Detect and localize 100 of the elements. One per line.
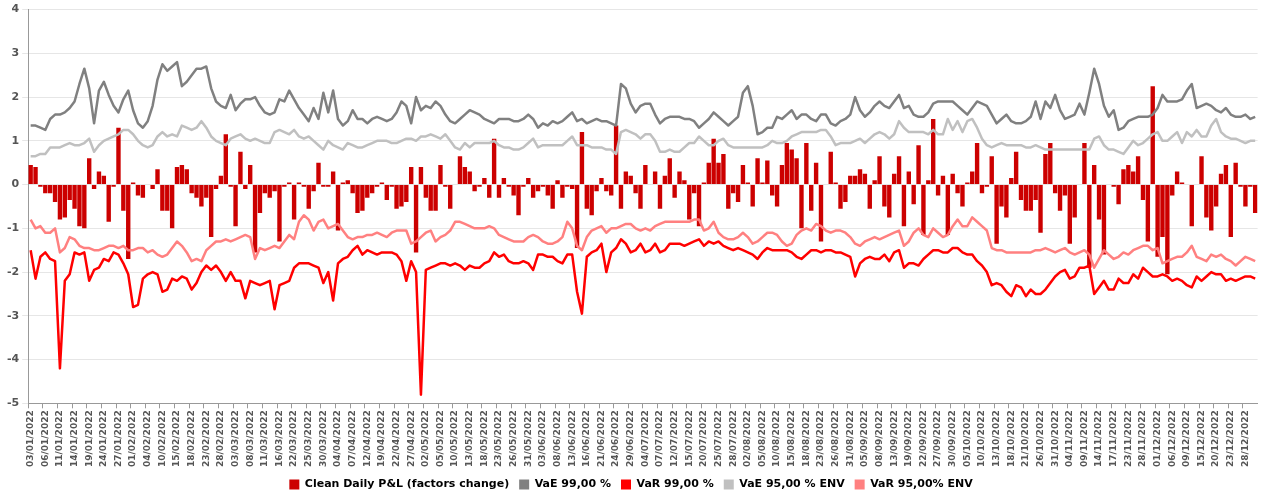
bar: [901, 185, 907, 227]
x-tick-label: 28/02/2022: [215, 410, 226, 467]
x-tick-label: 04/11/2022: [1064, 410, 1075, 467]
bar: [482, 178, 487, 185]
bar: [1252, 185, 1258, 214]
bar: [921, 185, 926, 235]
x-tick-label: 02/08/2022: [742, 410, 753, 467]
bar: [906, 171, 911, 185]
x-tick-label: 15/02/2022: [171, 410, 182, 467]
bar: [238, 151, 243, 185]
x-tick-label: 07/07/2022: [654, 410, 665, 467]
x-tick-label: 05/09/2022: [859, 410, 870, 467]
bar: [857, 169, 863, 185]
bar: [438, 164, 443, 185]
bar: [911, 185, 916, 205]
x-tick-label: 23/11/2022: [1122, 410, 1133, 467]
bar: [1082, 143, 1087, 185]
legend-label: VaR 99,00 %: [636, 477, 714, 491]
bar: [530, 185, 536, 198]
x-tick-label: 13/05/2022: [464, 410, 475, 467]
x-tick-label: 15/07/2022: [683, 410, 694, 467]
x-tick-label: 31/10/2022: [1049, 410, 1060, 467]
bar: [604, 185, 609, 192]
x-tick-label: 19/04/2022: [376, 410, 387, 467]
y-tick-label: -4: [6, 352, 20, 366]
bar: [550, 185, 555, 209]
x-tick-label: 10/08/2022: [771, 410, 782, 467]
x-tick-label: 20/12/2022: [1210, 410, 1221, 467]
x-tick-label: 05/10/2022: [961, 410, 972, 467]
bar: [33, 167, 38, 185]
x-tick-label: 06/01/2022: [39, 410, 50, 467]
x-tick-label: 06/12/2022: [1166, 410, 1177, 467]
bar: [896, 156, 902, 185]
bar: [1174, 171, 1180, 185]
bar: [1199, 156, 1204, 185]
x-tick-label: 16/03/2022: [273, 410, 284, 467]
x-tick-label: 12/07/2022: [668, 410, 679, 467]
x-tick-label: 25/07/2022: [712, 410, 723, 467]
y-tick-label: 2: [11, 89, 20, 103]
x-tick-label: 28/12/2022: [1239, 410, 1250, 467]
bar: [1135, 156, 1141, 185]
x-tick-label: 27/01/2022: [112, 410, 123, 467]
x-tick-label: 13/09/2022: [888, 410, 899, 467]
bar: [169, 185, 175, 229]
x-tick-label: 19/01/2022: [83, 410, 94, 467]
x-tick-label: 28/07/2022: [727, 410, 738, 467]
x-tick-label: 09/11/2022: [1078, 410, 1089, 467]
bar: [1145, 185, 1151, 242]
y-tick-label: 4: [11, 2, 20, 16]
x-tick-label: 13/06/2022: [566, 410, 577, 467]
x-tick-label: 05/08/2022: [756, 410, 767, 467]
legend-label: VaR 95,00% ENV: [870, 477, 974, 491]
bar: [667, 158, 672, 185]
y-tick-label: -2: [6, 264, 20, 278]
x-tick-label: 30/09/2022: [947, 410, 958, 467]
x-tick-label: 10/10/2022: [976, 410, 987, 467]
x-tick-label: 03/06/2022: [537, 410, 548, 467]
bar: [1228, 185, 1233, 238]
x-tick-label: 22/09/2022: [917, 410, 928, 467]
x-tick-label: 22/04/2022: [390, 410, 401, 467]
x-tick-label: 16/06/2022: [581, 410, 592, 467]
x-tick-label: 26/08/2022: [829, 410, 840, 467]
bar: [467, 171, 472, 185]
bar: [599, 178, 604, 185]
bar: [179, 164, 185, 185]
bar: [408, 167, 414, 185]
x-tick-label: 04/04/2022: [332, 410, 343, 467]
bar: [1023, 185, 1029, 211]
x-tick-label: 10/05/2022: [449, 410, 460, 467]
x-tick-label: 26/10/2022: [1034, 410, 1045, 467]
y-tick-label: 0: [11, 177, 20, 191]
x-tick-label: 10/02/2022: [156, 410, 167, 467]
bar: [935, 185, 941, 196]
bar: [804, 143, 809, 185]
x-tick-label: 19/09/2022: [903, 410, 914, 467]
x-tick-label: 04/07/2022: [639, 410, 650, 467]
bar: [345, 180, 350, 185]
x-tick-label: 08/06/2022: [551, 410, 562, 467]
bar: [784, 143, 790, 185]
x-tick-label: 18/02/2022: [186, 410, 196, 467]
x-tick-label: 18/08/2022: [800, 410, 811, 467]
bar: [184, 169, 189, 185]
x-tick-label: 22/03/2022: [288, 410, 299, 467]
bar: [160, 185, 165, 211]
x-tick-label: 04/02/2022: [142, 410, 153, 467]
x-tick-label: 26/05/2022: [507, 410, 518, 467]
bar: [726, 185, 731, 209]
bar: [487, 185, 492, 198]
x-tick-label: 23/08/2022: [815, 410, 826, 467]
x-tick-label: 17/11/2022: [1108, 410, 1119, 467]
bar: [623, 171, 629, 185]
x-tick-label: 15/08/2022: [786, 410, 797, 467]
bar: [799, 185, 804, 229]
bar: [208, 185, 214, 238]
x-tick-label: 30/03/2022: [317, 410, 328, 467]
x-tick-label: 07/04/2022: [346, 410, 357, 467]
bar: [57, 185, 63, 220]
x-tick-label: 18/10/2022: [1005, 410, 1016, 467]
bar: [457, 156, 463, 185]
bar: [96, 171, 102, 185]
